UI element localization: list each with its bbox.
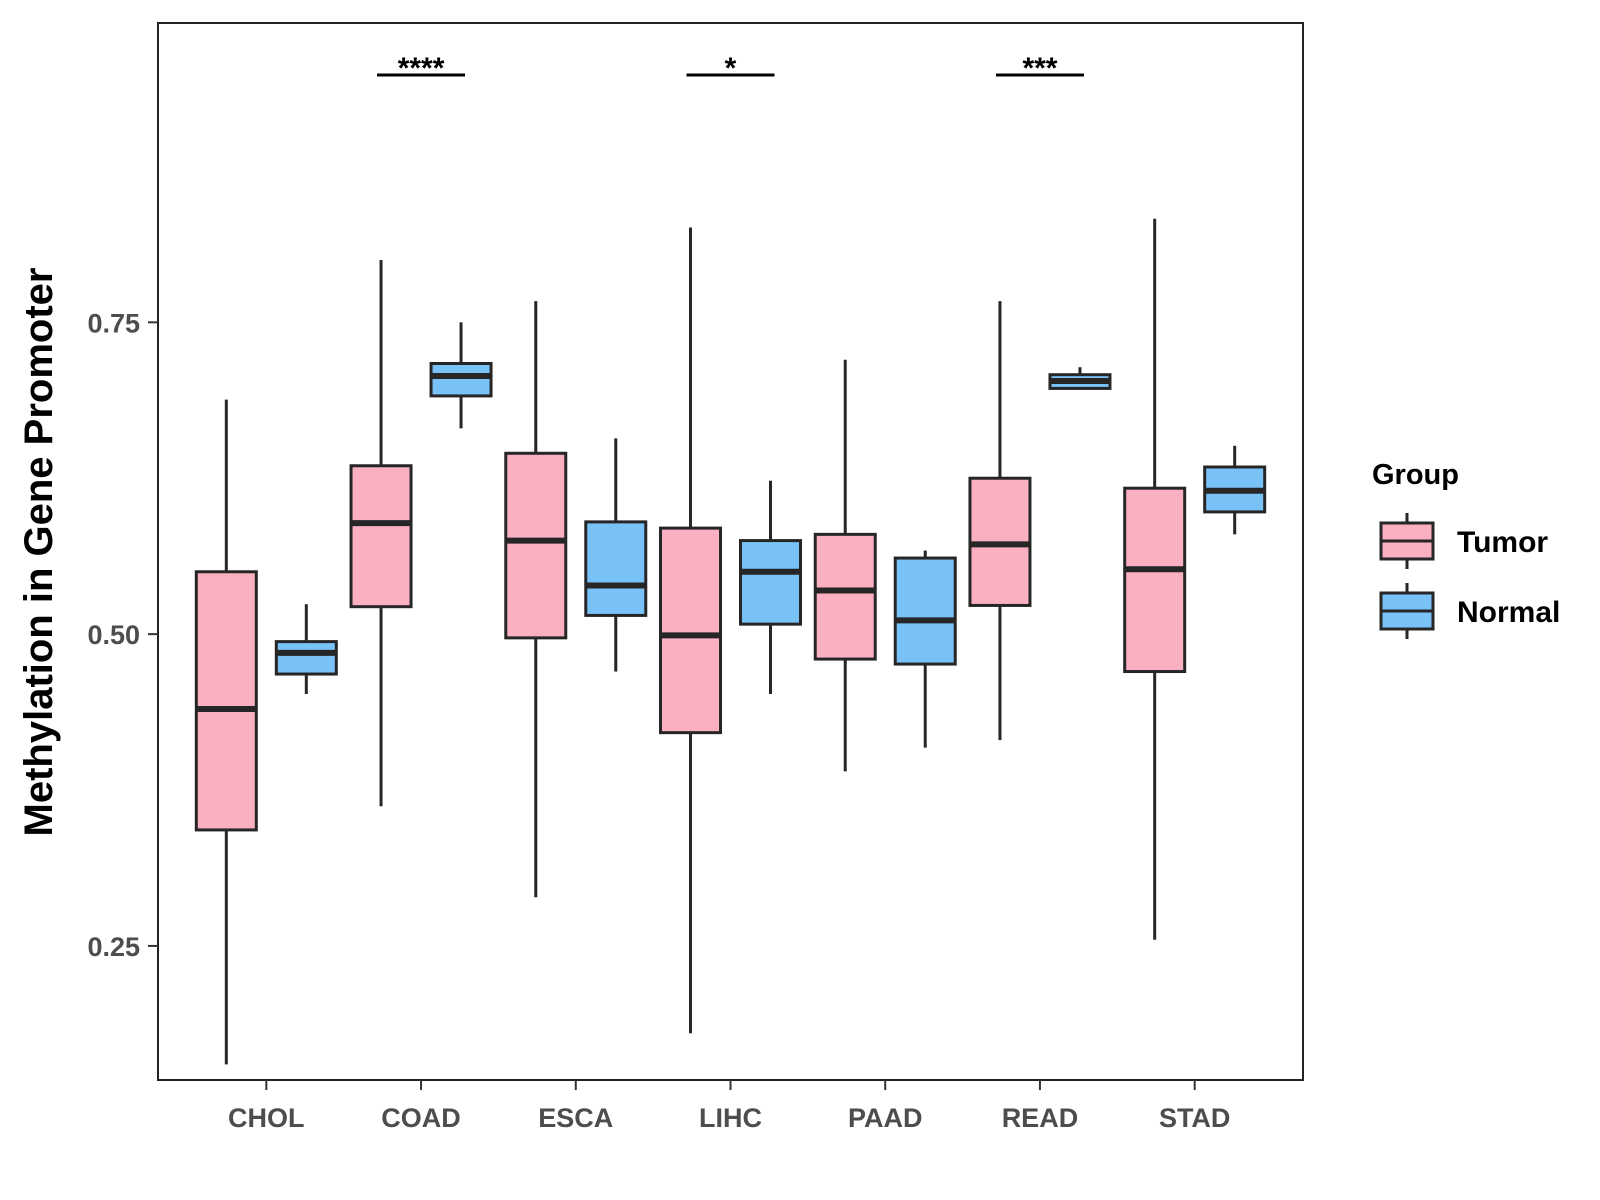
significance-label-coad: **** [398, 52, 445, 85]
box-tumor-chol [194, 399, 258, 1065]
legend-item-normal: Normal [1379, 583, 1560, 639]
y-tick-label: 0.50 [87, 620, 140, 650]
box-normal-lihc [739, 480, 802, 694]
x-tick-label: PAAD [848, 1103, 923, 1133]
box-normal-paad [893, 550, 957, 748]
iqr-box-tumor-chol [194, 570, 258, 832]
box-tumor-stad [1123, 218, 1187, 940]
box-normal-esca [584, 438, 648, 672]
iqr-box-tumor-stad [1123, 486, 1187, 674]
box-tumor-esca [504, 301, 568, 898]
legend: Group Tumor Normal [1372, 459, 1560, 639]
x-tick-label: ESCA [538, 1103, 613, 1133]
significance-annotations: **** * *** [377, 52, 1084, 85]
box-tumor-lihc [659, 227, 722, 1034]
iqr-box-normal-coad [429, 361, 493, 398]
box-tumor-coad [349, 259, 413, 807]
y-tick-label: 0.25 [87, 932, 140, 962]
box-normal-read [1048, 367, 1112, 390]
x-tick-label: READ [1002, 1103, 1079, 1133]
legend-label-normal: Normal [1457, 596, 1560, 629]
x-tick-label: COAD [381, 1103, 461, 1133]
significance-label-read: *** [1022, 52, 1057, 85]
iqr-box-tumor-coad [349, 464, 413, 609]
axes: 0.25 0.50 0.75 CHOL COAD ESCA LIHC PAAD READ STAD [87, 308, 1230, 1133]
iqr-box-normal-lihc [739, 539, 802, 626]
box-tumor-paad [813, 359, 877, 772]
iqr-box-tumor-lihc [659, 526, 722, 735]
legend-item-tumor: Tumor [1379, 513, 1548, 569]
legend-label-tumor: Tumor [1457, 526, 1548, 559]
box-normal-chol [274, 604, 338, 694]
x-tick-label: STAD [1159, 1103, 1231, 1133]
x-tick-label: LIHC [699, 1103, 762, 1133]
significance-label-lihc: * [725, 52, 737, 85]
box-normal-stad [1203, 445, 1267, 535]
iqr-box-tumor-esca [504, 451, 568, 640]
y-axis-label: Methylation in Gene Promoter [17, 268, 61, 837]
legend-title: Group [1372, 459, 1459, 491]
box-tumor-read [968, 301, 1032, 741]
iqr-box-normal-esca [584, 520, 648, 617]
y-tick-label: 0.75 [87, 308, 140, 338]
iqr-box-normal-chol [274, 640, 338, 676]
box-normal-coad [429, 322, 493, 429]
x-tick-label: CHOL [228, 1103, 305, 1133]
iqr-box-tumor-paad [813, 532, 877, 661]
iqr-box-normal-paad [893, 556, 957, 666]
plot-area [194, 218, 1267, 1065]
